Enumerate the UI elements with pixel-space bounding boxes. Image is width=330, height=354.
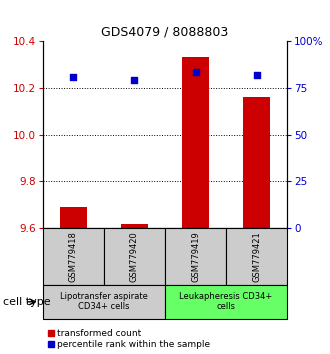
Bar	[226, 228, 287, 285]
Text: cell type: cell type	[3, 297, 51, 307]
Point	[193, 69, 198, 74]
Bar	[182, 57, 209, 228]
Bar	[165, 228, 226, 285]
Point	[254, 73, 259, 78]
Bar	[43, 285, 165, 319]
Point	[71, 74, 76, 80]
Point	[132, 77, 137, 83]
Legend: transformed count, percentile rank within the sample: transformed count, percentile rank withi…	[48, 329, 211, 349]
Bar	[43, 228, 104, 285]
Text: Lipotransfer aspirate
CD34+ cells: Lipotransfer aspirate CD34+ cells	[60, 292, 148, 312]
Bar	[60, 207, 87, 228]
Bar	[121, 224, 148, 228]
Bar	[165, 285, 287, 319]
Text: GSM779419: GSM779419	[191, 231, 200, 282]
Bar	[104, 228, 165, 285]
Title: GDS4079 / 8088803: GDS4079 / 8088803	[101, 25, 229, 38]
Text: GSM779420: GSM779420	[130, 231, 139, 282]
Text: GSM779418: GSM779418	[69, 231, 78, 282]
Text: GSM779421: GSM779421	[252, 231, 261, 282]
Bar	[243, 97, 270, 228]
Text: Leukapheresis CD34+
cells: Leukapheresis CD34+ cells	[180, 292, 273, 312]
